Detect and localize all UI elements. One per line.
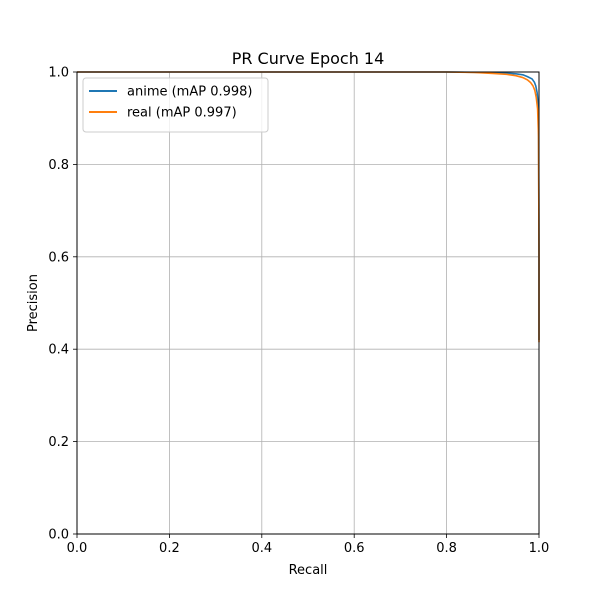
legend: anime (mAP 0.998) real (mAP 0.997): [82, 77, 269, 133]
plot-area-frame: [76, 71, 540, 535]
axis-ticks: 0.0 0.2 0.4 0.6 0.8 1.0 0.0 0.2 0.4 0.6 0.8 1.0: [48, 66, 549, 557]
x-axis-label: Recall: [289, 563, 328, 578]
y-tick-label: 0.4: [48, 343, 69, 358]
x-tick-label: 0.8: [436, 541, 457, 556]
x-tick-label: 0.0: [67, 541, 88, 556]
y-tick-label: 1.0: [48, 66, 69, 81]
legend-box: [82, 77, 269, 133]
x-tick-label: 0.2: [159, 541, 180, 556]
y-tick-label: 0.8: [48, 158, 69, 173]
x-tick-label: 0.6: [344, 541, 365, 556]
legend-label: real (mAP 0.997): [127, 106, 237, 121]
chart-title: PR Curve Epoch 14: [232, 49, 385, 68]
grid-lines: [76, 71, 540, 535]
y-tick-label: 0.2: [48, 435, 69, 450]
y-tick-label: 0.6: [48, 250, 69, 265]
x-tick-label: 1.0: [529, 541, 550, 556]
y-tick-label: 0.0: [48, 528, 69, 543]
legend-label: anime (mAP 0.998): [127, 85, 253, 100]
y-axis-label: Precision: [26, 274, 41, 332]
x-tick-label: 0.4: [251, 541, 272, 556]
